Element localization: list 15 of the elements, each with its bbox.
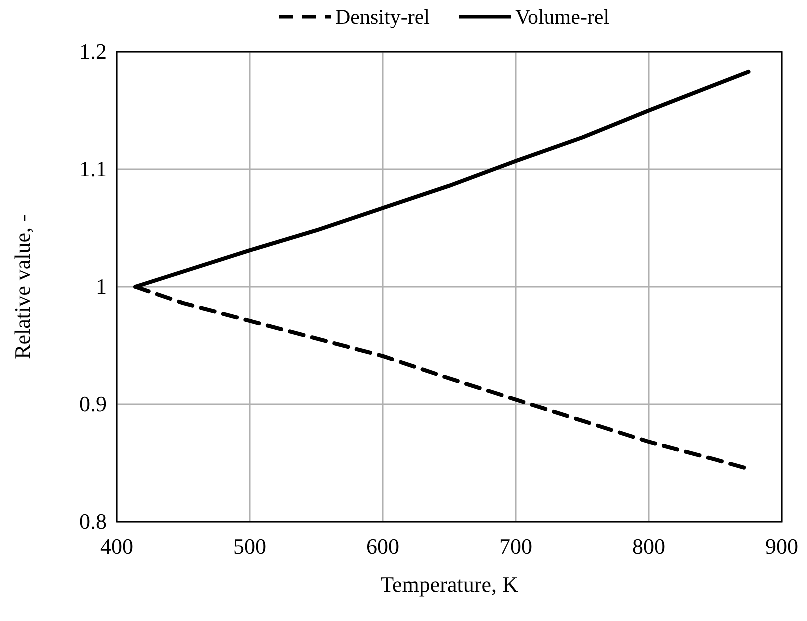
y-tick-label: 1 (96, 274, 107, 299)
x-tick-label: 900 (766, 534, 798, 559)
x-tick-label: 500 (234, 534, 266, 559)
x-axis-title: Temperature, K (380, 572, 518, 597)
y-tick-label: 1.1 (80, 156, 107, 182)
y-tick-label: 0.9 (80, 392, 107, 416)
y-tick-label: 0.8 (80, 509, 107, 534)
x-tick-label: 700 (500, 534, 532, 559)
x-tick-label: 800 (632, 534, 666, 559)
x-tick-label: 600 (366, 534, 400, 559)
y-tick-label: 1.2 (80, 39, 107, 64)
y-axis-title: Relative value, - (10, 214, 35, 360)
legend-label: Density-rel (336, 5, 430, 29)
legend-label: Volume-rel (516, 5, 610, 29)
x-tick-label: 400 (100, 534, 134, 559)
